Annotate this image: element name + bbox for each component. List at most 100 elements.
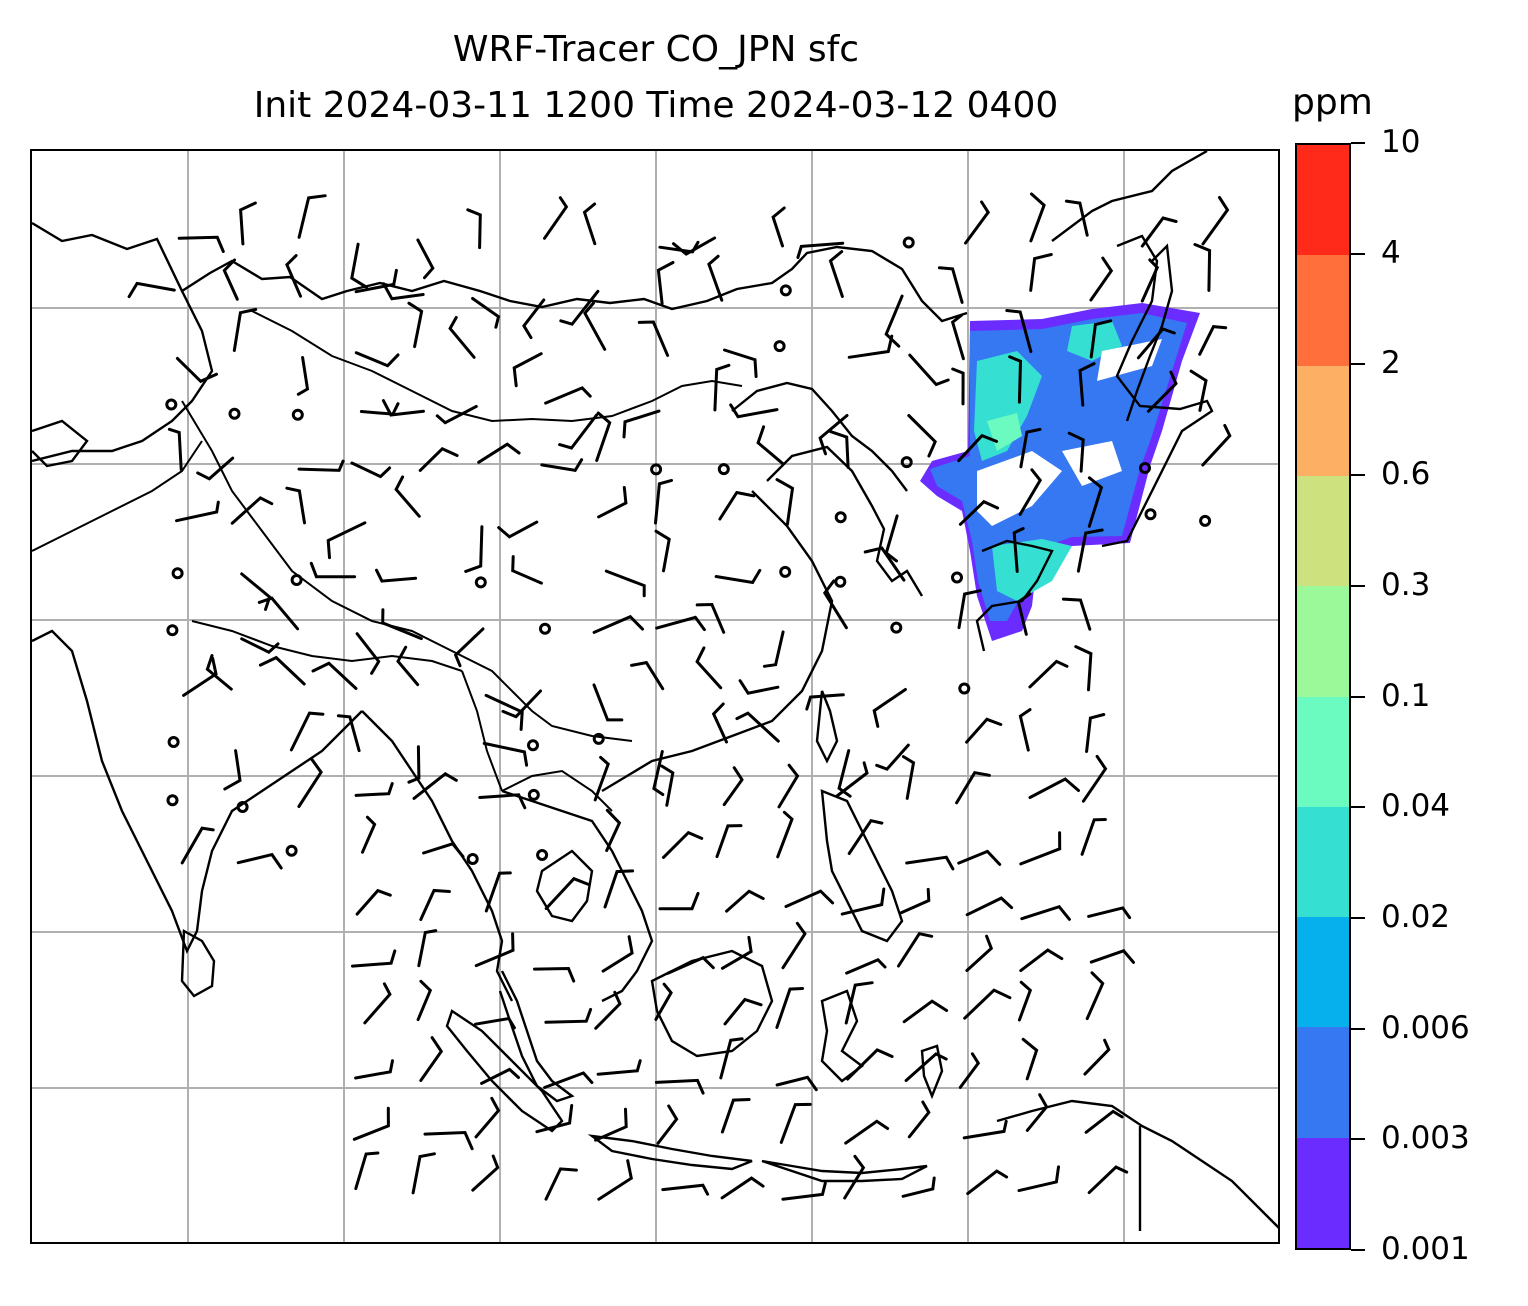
wind-barb bbox=[714, 568, 762, 585]
wind-barb bbox=[771, 206, 786, 248]
wind-barb bbox=[477, 442, 521, 464]
wind-barb bbox=[448, 316, 476, 359]
wind-barb bbox=[381, 608, 423, 641]
calm-marker bbox=[539, 622, 551, 635]
wind-barb bbox=[695, 602, 726, 634]
wind-barb bbox=[1085, 713, 1106, 753]
wind-barb bbox=[232, 307, 258, 352]
wind-barb bbox=[167, 427, 183, 471]
wind-barb bbox=[540, 458, 584, 473]
calm-marker bbox=[1139, 462, 1151, 474]
wind-barb bbox=[1140, 216, 1178, 248]
wind-barb bbox=[482, 741, 529, 767]
wind-barb bbox=[843, 1154, 866, 1200]
wind-barb bbox=[847, 819, 884, 855]
wind-barb bbox=[411, 1152, 436, 1195]
coast-okhotsk bbox=[1051, 151, 1208, 242]
wind-barb bbox=[593, 755, 610, 802]
coast-korea-east bbox=[731, 381, 908, 492]
wind-barb bbox=[1198, 325, 1228, 356]
wind-barb bbox=[478, 793, 527, 810]
wind-barb bbox=[962, 1119, 1008, 1140]
wind-barb bbox=[828, 250, 844, 298]
calm-marker bbox=[650, 463, 663, 476]
wind-barb bbox=[354, 268, 398, 294]
coast-china-east bbox=[601, 490, 834, 793]
wind-barb bbox=[957, 589, 982, 630]
coast-india-west bbox=[32, 629, 363, 954]
wind-barb bbox=[416, 238, 435, 280]
wind-barb bbox=[902, 999, 949, 1024]
wind-barb bbox=[1078, 362, 1096, 407]
wind-barb bbox=[846, 1048, 894, 1081]
wind-barb bbox=[381, 399, 425, 417]
wind-barb bbox=[899, 887, 931, 915]
wind-barb bbox=[637, 320, 670, 357]
wind-barb bbox=[1018, 708, 1032, 752]
wind-barb bbox=[543, 196, 569, 240]
coast-lesser-sunda bbox=[761, 1159, 928, 1183]
wind-barb bbox=[1028, 659, 1069, 689]
wind-barb bbox=[412, 771, 458, 800]
colorbar-tick-label: 10 bbox=[1381, 124, 1421, 160]
wind-barb bbox=[822, 579, 848, 630]
wind-barb bbox=[350, 461, 392, 479]
coast-caspian bbox=[32, 419, 89, 468]
colorbar-segment bbox=[1297, 255, 1349, 366]
colorbar-segment bbox=[1297, 586, 1349, 697]
wind-barb bbox=[805, 693, 845, 711]
map-canvas bbox=[32, 151, 1278, 1242]
plume-core-a bbox=[974, 351, 1042, 461]
wind-barb bbox=[336, 714, 361, 753]
wind-barb bbox=[654, 478, 673, 525]
colorbar-tick bbox=[1351, 1138, 1365, 1141]
wind-barb bbox=[965, 934, 994, 972]
wind-barb bbox=[723, 348, 758, 378]
colorbar-tick bbox=[1351, 695, 1365, 698]
calm-marker bbox=[527, 739, 539, 752]
wind-barb bbox=[471, 1154, 500, 1192]
calm-marker bbox=[166, 624, 179, 637]
wind-barb bbox=[907, 414, 937, 458]
wind-barb bbox=[630, 660, 665, 691]
wind-barb bbox=[363, 982, 392, 1025]
wind-barb bbox=[1193, 243, 1212, 292]
wind-barb bbox=[544, 1167, 578, 1201]
wind-barb bbox=[1029, 192, 1046, 243]
border-myanmar bbox=[461, 670, 503, 792]
wind-barb bbox=[1019, 948, 1064, 973]
calm-marker bbox=[167, 736, 180, 748]
wind-barb bbox=[622, 409, 661, 439]
wind-barb bbox=[473, 1016, 516, 1030]
wind-barb bbox=[297, 194, 327, 239]
wind-barb bbox=[1089, 319, 1113, 359]
wind-barb bbox=[844, 1119, 890, 1145]
wind-barb bbox=[464, 525, 484, 573]
wind-barb bbox=[296, 356, 310, 396]
wind-barb bbox=[837, 749, 852, 798]
wind-barb bbox=[779, 1102, 812, 1144]
wind-barb bbox=[592, 614, 644, 634]
wind-barb bbox=[544, 876, 591, 910]
wind-barb bbox=[965, 896, 1014, 917]
wind-barb bbox=[354, 1059, 394, 1080]
wind-barb bbox=[558, 413, 599, 450]
calm-marker bbox=[779, 565, 792, 578]
calm-marker bbox=[466, 853, 479, 865]
wind-barb bbox=[182, 656, 218, 697]
wind-barb bbox=[1084, 1109, 1124, 1134]
coast-malay-peninsula bbox=[498, 970, 575, 1103]
colorbar-segment bbox=[1297, 365, 1349, 476]
calm-marker bbox=[290, 574, 303, 586]
wind-barb bbox=[180, 826, 215, 865]
wind-barb bbox=[847, 334, 894, 359]
wind-barb bbox=[297, 459, 345, 472]
wind-barb bbox=[775, 987, 804, 1029]
wind-barb bbox=[654, 1078, 705, 1095]
calm-marker bbox=[834, 575, 847, 588]
wind-barb bbox=[418, 447, 459, 472]
wind-barb bbox=[396, 645, 420, 687]
wind-barb bbox=[240, 637, 280, 654]
wind-barb bbox=[1089, 949, 1135, 964]
colorbar-tick bbox=[1351, 363, 1365, 366]
